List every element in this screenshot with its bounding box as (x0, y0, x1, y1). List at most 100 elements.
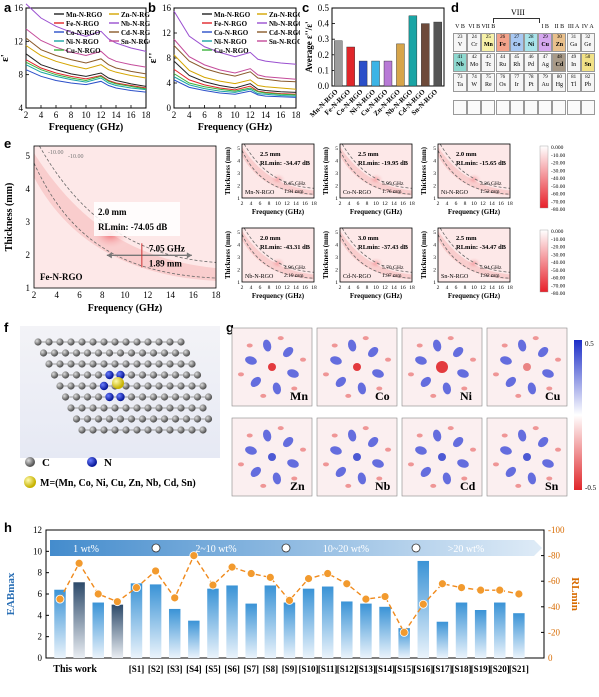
chart-h-literature-comparison: 1 wt% 2~10 wt% 10~20 wt% >20 wt% 0 2 4 6 8 10 12 0 -… (5, 525, 581, 675)
eab-bar (283, 602, 296, 658)
y-tick-label: 0.3 (318, 34, 330, 44)
carbon-atom (199, 404, 207, 412)
element-cell-tc: 43 Tc (481, 53, 496, 72)
carbon-atom (144, 404, 152, 412)
carbon-atom (171, 371, 180, 379)
annotation-thickness: 2.0 mm (456, 151, 477, 158)
y-tick-label: 4 (38, 610, 43, 620)
y-tick-label: 0.5 (318, 3, 330, 13)
density-tile-label: Sn (545, 479, 559, 493)
x-tick-label: 18 (292, 110, 301, 120)
legend-label: Ni-N-RGO (66, 38, 99, 46)
center-charge (353, 363, 361, 371)
charge-lobe (501, 343, 508, 348)
eab-bar (455, 602, 468, 658)
charge-lobe (538, 346, 549, 358)
carbon-atom (83, 415, 92, 423)
rlmin-point (361, 594, 371, 604)
eab-bar (149, 584, 162, 658)
eab-bar (494, 602, 506, 658)
x-tick-label: 2 (437, 285, 440, 291)
element-cell-w: 74 W (467, 73, 482, 92)
legend-label: Sn-N-RGO (121, 38, 150, 46)
rlmin-point (189, 551, 199, 560)
nitrogen-atom (105, 392, 114, 402)
empty-cell (467, 100, 482, 115)
series-line-cd-n-rgo (25, 37, 147, 75)
x-category-label: [S11] (318, 664, 338, 674)
empty-cell (453, 100, 467, 115)
carbon-atom (155, 382, 163, 390)
carbon-atom (78, 382, 86, 390)
atomic-number: 32 (585, 35, 591, 40)
element-cell-v: 23 V (453, 33, 467, 52)
y-tick-label: 5 (433, 230, 436, 236)
charge-lobe (237, 462, 244, 467)
eab-bar (417, 560, 430, 658)
carbon-atom (122, 382, 130, 390)
group-separator (281, 543, 291, 553)
atomic-number: 26 (500, 35, 506, 40)
atomic-number: 82 (585, 75, 591, 80)
element-symbol: Ni (528, 42, 534, 48)
x-tick-label: 10 (275, 201, 281, 207)
carbon-atom (144, 382, 152, 390)
x-category-label: [S3] (167, 664, 183, 674)
charge-lobe (368, 436, 379, 448)
annotation-rlmin: RLmin: -34.47 dB (456, 244, 507, 251)
rlmin-point (418, 599, 428, 609)
colorbar-tick-label: -60.00 (551, 192, 565, 198)
annotation-rlmin: RLmin: -37.43 dB (358, 244, 409, 251)
empty-cell (580, 100, 595, 115)
plot-frame (339, 227, 413, 283)
x-tick-label: 12 (97, 110, 106, 120)
charge-lobe (260, 483, 267, 488)
x-category-label: [S10] (299, 664, 319, 674)
series-line-cu-n-rgo (25, 61, 147, 90)
element-symbol: Mn (483, 42, 493, 48)
x-tick-label: 10 (82, 110, 92, 120)
bar-sn-n-rgo (433, 21, 442, 87)
carbon-atom (67, 382, 75, 390)
atomic-number: 28 (528, 35, 534, 40)
element-cell-ga: 31 Ga (566, 33, 581, 52)
bar-cu-n-rgo (383, 60, 393, 87)
y-axis-label: Thickness (mm) (420, 146, 428, 195)
x-tick-label: 4 (187, 110, 192, 120)
carbon-atom (182, 393, 191, 401)
series-line-sn-n-rgo (173, 38, 297, 80)
charge-lobe (331, 343, 338, 348)
x-axis-label: Frequency (GHz) (448, 292, 501, 300)
rl-peak-region (465, 172, 483, 186)
x-tick-label: 4 (250, 201, 253, 207)
x-tick-label: 12 (480, 201, 486, 207)
series-line-cu-n-rgo (173, 73, 297, 96)
x-tick-label: 10 (373, 285, 379, 291)
colorbar-tick-label: -10.00 (551, 153, 565, 159)
carbon-atom (89, 426, 97, 434)
x-tick-label: 6 (77, 290, 82, 300)
carbon-atom (111, 338, 119, 346)
series-line-zn-n-rgo (25, 45, 147, 79)
y-tick-label: 0.2 (318, 50, 329, 60)
element-symbol: Tl (570, 82, 577, 88)
annotation-thickness: 2.0 mm (260, 235, 281, 242)
colorbar-tick-label: -70.00 (551, 283, 565, 289)
nitrogen-atom (105, 370, 114, 380)
charge-lobe (372, 369, 384, 378)
y-tick-label: 3 (237, 171, 240, 177)
x-category-label: [S8] (263, 664, 279, 674)
charge-lobe (457, 459, 469, 468)
x-tick-label: 8 (464, 285, 467, 291)
y-tick-label: 3 (335, 171, 338, 177)
charge-lobe (385, 447, 392, 452)
atomic-number: 45 (514, 55, 520, 60)
carbon-atom (100, 426, 108, 434)
y-tick-label: 4 (335, 242, 338, 248)
x-category-label: [S19] (471, 664, 491, 674)
carbon-atom (160, 349, 169, 357)
charge-lobe (250, 376, 262, 387)
x-category-label: [S2] (148, 664, 164, 674)
legend-metal-icon (24, 476, 36, 488)
